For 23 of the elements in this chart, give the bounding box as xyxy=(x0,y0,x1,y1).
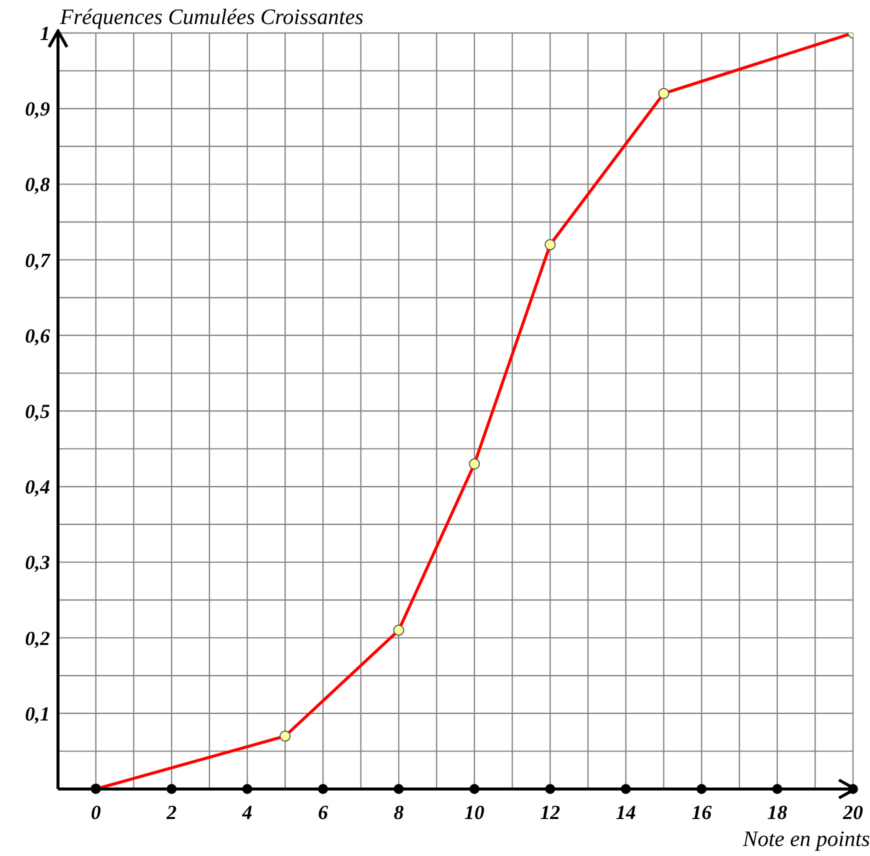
x-tick-label: 0 xyxy=(90,802,101,824)
x-tick-label: 2 xyxy=(166,802,177,824)
y-tick-label: 0,2 xyxy=(25,628,50,650)
y-tick-label: 0,8 xyxy=(25,174,50,196)
x-tick-label: 20 xyxy=(842,802,863,824)
x-tick-label: 16 xyxy=(692,802,712,824)
y-tick-label: 0,7 xyxy=(25,250,51,272)
y-tick-label: 0,9 xyxy=(25,98,50,121)
y-tick-label: 0,5 xyxy=(25,401,50,423)
y-tick-label: 0,6 xyxy=(25,325,50,348)
x-tick-label: 14 xyxy=(616,802,636,824)
y-tick-label: 0,4 xyxy=(25,476,50,499)
y-tick-label: 0,3 xyxy=(25,552,50,574)
x-tick-label: 12 xyxy=(540,802,560,824)
y-axis-title: Fréquences Cumulées Croissantes xyxy=(60,4,364,30)
x-tick-label: 4 xyxy=(241,802,252,824)
x-tick-label: 10 xyxy=(464,802,484,824)
y-tick-label: 1 xyxy=(40,23,50,45)
y-tick-label: 0,1 xyxy=(25,703,50,726)
x-tick-label: 6 xyxy=(318,802,328,824)
x-tick-label: 8 xyxy=(394,802,404,824)
x-axis-title: Note en points xyxy=(742,826,870,852)
x-tick-label: 18 xyxy=(767,802,788,824)
